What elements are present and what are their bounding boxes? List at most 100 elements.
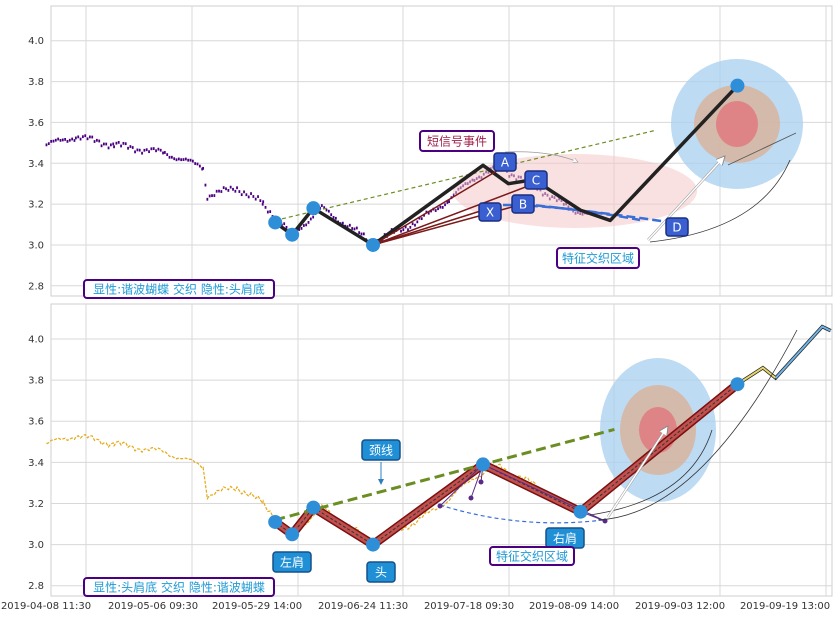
price-mark xyxy=(102,142,105,146)
projection-path-yellow xyxy=(736,366,777,386)
left-shoulder-label: 左肩 xyxy=(280,555,304,570)
price-mark xyxy=(155,149,157,153)
price-mark xyxy=(404,225,407,229)
point-b-label-box xyxy=(511,194,535,214)
price-mark xyxy=(280,223,283,227)
price-mark xyxy=(420,217,423,221)
y-tick-label: 3.0 xyxy=(28,540,44,551)
neckline-label-box xyxy=(361,439,401,461)
price-mark xyxy=(358,231,361,235)
price-mark xyxy=(330,213,333,217)
price-mark xyxy=(220,190,223,193)
price-mark xyxy=(305,223,308,227)
price-mark xyxy=(93,140,96,143)
price-mark xyxy=(166,153,169,157)
harmonic-leg xyxy=(372,207,491,246)
x-tick-label: 2019-09-19 13:00 xyxy=(740,601,830,612)
projection-arc xyxy=(597,329,798,521)
price-mark xyxy=(50,139,53,143)
price-mark xyxy=(157,147,160,151)
neckline xyxy=(274,427,615,522)
price-mark xyxy=(222,186,225,190)
point-x-label-box xyxy=(478,202,502,222)
price-mark xyxy=(309,217,312,221)
price-mark xyxy=(143,148,146,152)
price-mark xyxy=(257,195,259,199)
price-mark xyxy=(215,189,218,193)
price-mark xyxy=(448,200,450,203)
price-mark xyxy=(402,228,405,232)
price-mark xyxy=(66,140,69,143)
price-mark xyxy=(175,158,178,162)
price-mark xyxy=(418,216,421,220)
price-mark xyxy=(162,151,164,155)
price-mark xyxy=(45,143,48,147)
price-mark xyxy=(204,183,207,187)
price-mark xyxy=(59,138,62,142)
x-tick-label: 2019-05-06 09:30 xyxy=(108,601,198,612)
price-mark xyxy=(409,225,412,229)
price-mark xyxy=(325,208,328,212)
price-mark xyxy=(312,215,315,219)
price-mark xyxy=(81,135,84,139)
price-mark xyxy=(439,205,442,209)
y-tick-label: 3.0 xyxy=(28,240,44,251)
price-mark xyxy=(252,195,255,198)
price-mark xyxy=(283,222,286,226)
projection-arrow xyxy=(607,426,669,518)
point-b-label: B xyxy=(519,198,527,212)
price-mark xyxy=(323,206,326,210)
price-mark xyxy=(112,142,115,146)
price-mark xyxy=(145,148,148,152)
price-mark xyxy=(47,142,50,146)
price-mark xyxy=(351,227,354,230)
price-mark xyxy=(201,167,204,171)
signal-arrow xyxy=(504,151,578,162)
price-mark xyxy=(163,151,166,154)
x-tick-label: 2019-08-09 14:00 xyxy=(529,601,619,612)
pivot-marker xyxy=(268,215,283,230)
projection-arrow xyxy=(647,156,725,241)
pivot-marker xyxy=(285,527,300,542)
price-mark xyxy=(120,144,122,148)
price-mark xyxy=(236,186,238,190)
price-mark xyxy=(77,135,80,139)
price-mark xyxy=(245,193,248,197)
x-tick-label: 2019-09-03 12:00 xyxy=(635,601,725,612)
price-mark xyxy=(131,146,134,149)
price-mark xyxy=(57,137,60,141)
price-mark xyxy=(262,200,265,204)
price-mark xyxy=(68,138,71,142)
y-tick-label: 3.6 xyxy=(28,417,44,428)
y-tick-label: 3.4 xyxy=(28,159,44,170)
price-mark xyxy=(196,162,199,166)
price-mark xyxy=(198,164,201,168)
pattern-legend-top: 显性:谐波蝴蝶 交织 隐性:头肩底 xyxy=(93,282,265,297)
point-a-label: A xyxy=(501,156,510,170)
price-mark xyxy=(177,157,180,161)
y-tick-label: 4.0 xyxy=(28,334,44,345)
short-signal-label: 短信号事件 xyxy=(427,135,487,149)
pivot-marker xyxy=(366,237,381,252)
pattern-polyline xyxy=(274,84,739,247)
right-shoulder-label: 右肩 xyxy=(553,531,577,546)
price-mark xyxy=(159,148,162,152)
y-tick-label: 4.0 xyxy=(28,36,44,47)
price-mark xyxy=(182,158,185,161)
price-mark xyxy=(115,141,118,145)
projection-arc xyxy=(649,159,791,243)
feature-zone-label-box xyxy=(556,247,640,269)
price-mark xyxy=(84,134,87,138)
y-tick-label: 2.8 xyxy=(28,581,44,592)
price-mark xyxy=(232,187,234,191)
price-mark xyxy=(194,162,197,165)
price-mark xyxy=(98,139,101,143)
price-mark xyxy=(170,155,173,159)
harmonic-leg xyxy=(372,182,537,246)
price-mark xyxy=(52,139,55,143)
price-mark xyxy=(264,205,267,209)
price-mark xyxy=(269,210,272,214)
price-mark xyxy=(302,224,305,227)
